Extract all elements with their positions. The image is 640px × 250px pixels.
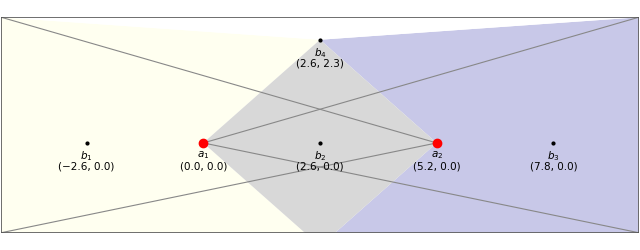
Text: $a_1$: $a_1$ — [197, 150, 209, 162]
Text: $b_1$: $b_1$ — [81, 150, 93, 164]
Text: (7.8, 0.0): (7.8, 0.0) — [529, 162, 577, 172]
Text: $b_3$: $b_3$ — [547, 150, 559, 164]
Text: $b_4$: $b_4$ — [314, 46, 326, 60]
Text: (−2.6, 0.0): (−2.6, 0.0) — [58, 162, 115, 172]
Polygon shape — [320, 17, 639, 246]
Text: $a_2$: $a_2$ — [431, 150, 443, 162]
Polygon shape — [204, 40, 436, 246]
Text: (2.6, 2.3): (2.6, 2.3) — [296, 58, 344, 68]
Text: (0.0, 0.0): (0.0, 0.0) — [180, 162, 227, 172]
Polygon shape — [1, 17, 320, 246]
Text: (2.6, 0.0): (2.6, 0.0) — [296, 162, 344, 172]
Polygon shape — [1, 233, 639, 246]
Text: $b_2$: $b_2$ — [314, 150, 326, 164]
Polygon shape — [1, 17, 639, 40]
Text: (5.2, 0.0): (5.2, 0.0) — [413, 162, 461, 172]
